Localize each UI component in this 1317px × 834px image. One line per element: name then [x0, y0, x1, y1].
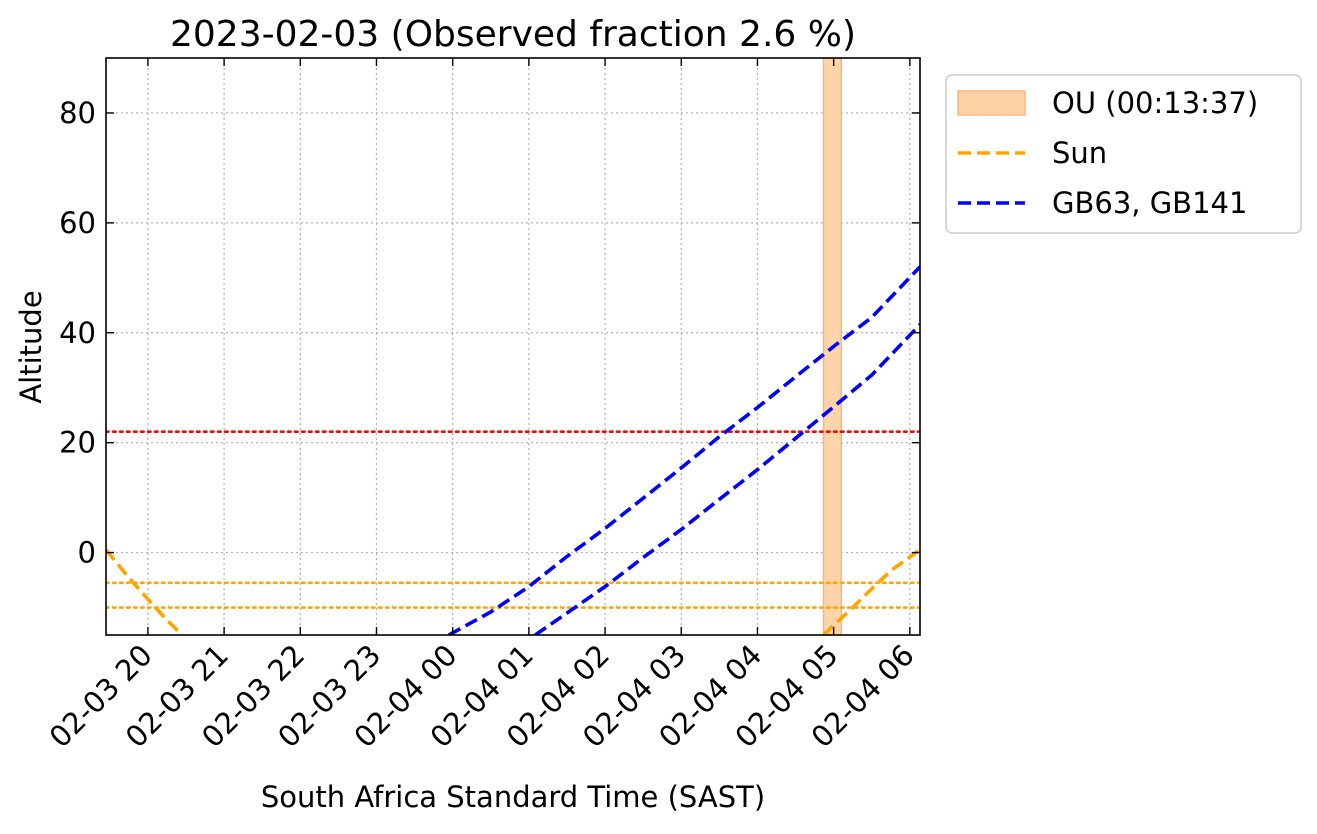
sun-altitude-line [822, 548, 920, 635]
y-tick-label: 60 [59, 206, 96, 240]
x-axis-label: South Africa Standard Time (SAST) [261, 780, 765, 814]
y-tick-label: 20 [59, 426, 96, 460]
y-tick-label: 40 [59, 316, 96, 350]
legend: OU (00:13:37) Sun GB63, GB141 [945, 74, 1302, 234]
target-altitude-line [448, 265, 920, 635]
y-tick-label: 0 [78, 536, 96, 570]
target-altitude-line [534, 323, 920, 635]
grid-lines [106, 58, 920, 635]
y-tick-label: 80 [59, 96, 96, 130]
legend-label: Sun [1052, 136, 1107, 170]
legend-label: GB63, GB141 [1052, 186, 1247, 220]
plot-frame [105, 57, 921, 636]
legend-swatch-patch [957, 90, 1026, 116]
sun-altitude-line [106, 548, 184, 635]
reference-lines [106, 430, 920, 609]
chart-title: 2023-02-03 (Observed fraction 2.6 %) [170, 14, 856, 55]
series-lines [106, 265, 920, 635]
legend-box [945, 74, 1302, 234]
y-axis-label: Altitude [14, 290, 48, 403]
legend-label: OU (00:13:37) [1052, 86, 1258, 120]
